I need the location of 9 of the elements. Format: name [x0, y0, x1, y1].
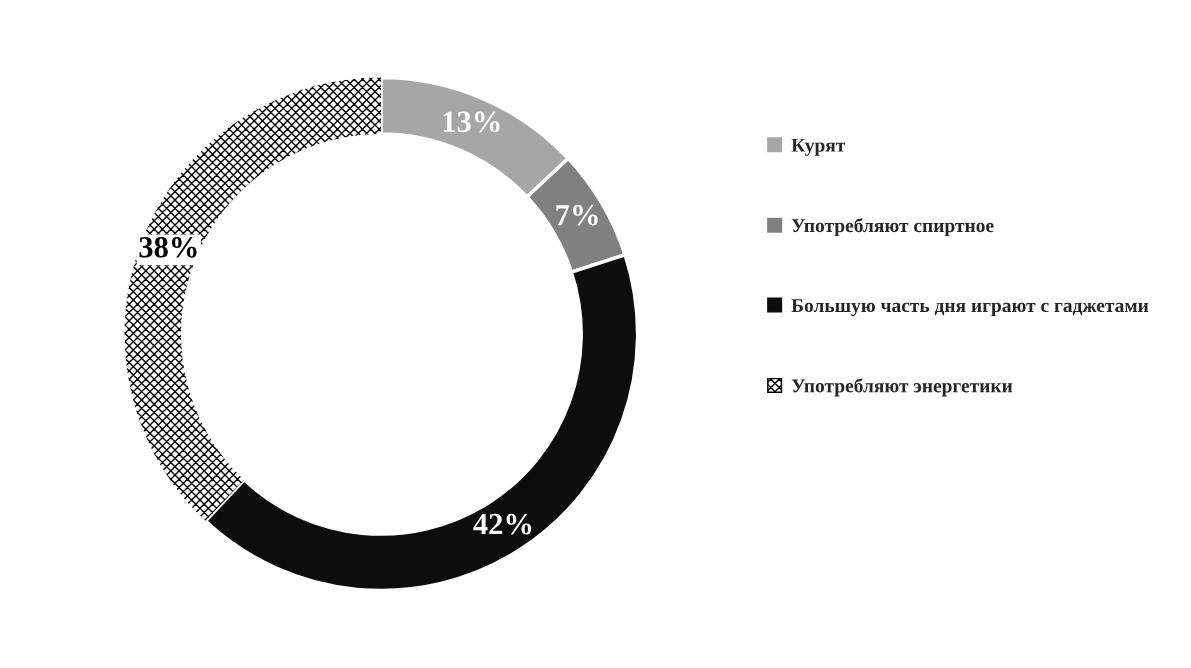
data-label: 7%	[556, 204, 598, 226]
legend-label: Большую часть дня играют с гаджетами	[791, 299, 1149, 317]
data-label: 13%	[443, 111, 500, 133]
data-label: 38%	[139, 236, 197, 258]
donut-slice	[124, 77, 382, 521]
legend-label: Употребляют спиртное	[791, 218, 994, 237]
data-label: 42%	[473, 513, 532, 535]
legend-label: Употребляют энергетики	[791, 378, 1013, 397]
legend-label: Курят	[791, 138, 846, 156]
